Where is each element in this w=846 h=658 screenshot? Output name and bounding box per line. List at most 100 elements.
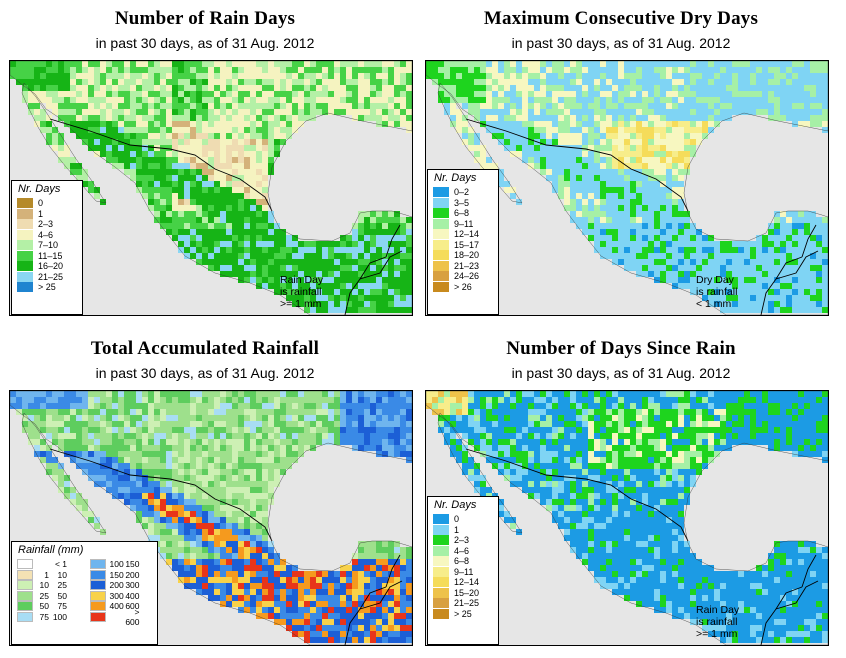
legend-item: < 1 [12,559,85,570]
panel-title: Number of Days Since Rain [506,338,736,359]
legend-label: 16–20 [38,261,64,272]
legend-range-low: 50 [39,601,49,612]
panel-rain-days: Number of Rain Days in past 30 days, as … [0,0,413,320]
border-us-mexico [49,448,273,542]
legend: Rainfall (mm) < 1 1 10 10 25 25 50 50 75 75 100 10… [11,541,158,645]
data-grid [426,391,828,643]
legend-swatch [17,208,33,219]
legend-label: 4–6 [38,229,54,240]
legend-label: 6–8 [454,556,470,567]
legend-label: 12–14 [454,229,480,240]
panel-title: Total Accumulated Rainfall [90,338,320,359]
legend-range-high: 600 [125,601,140,612]
legend-range-high: 10 [57,569,67,580]
legend-item: 18–20 [428,250,498,261]
legend-label: 21–25 [38,271,64,282]
legend-swatch [17,559,33,570]
legend-title: Nr. Days [18,183,61,195]
legend-label: 0 [38,198,44,209]
legend-swatch [433,229,449,240]
legend-item: 1 [428,524,498,536]
border-us-mexico [465,118,689,212]
panel-days-since-rain: Number of Days Since Rain in past 30 day… [416,330,829,650]
legend-item: 21–25 [428,598,498,609]
legend-item: 2–3 [12,219,82,230]
border-belize [359,586,387,610]
legend-swatch [17,219,33,230]
legend-swatch [17,198,33,209]
border-us-mexico [465,448,689,542]
note-line: is rainfall [696,286,738,298]
legend-swatch [17,261,33,272]
legend-title: Nr. Days [434,172,477,184]
data-grid [10,391,412,643]
note-line: Dry Day [696,274,734,286]
legend-range-high: 300 [125,580,140,591]
legend-swatch [89,569,106,580]
legend-label: 21–23 [454,260,480,271]
legend-swatch [433,556,449,567]
legend-swatch [433,566,449,577]
legend-swatch [433,271,449,282]
legend-label: 6–8 [454,208,470,219]
map-note: Rain Day is rainfall >= 1 mm [696,604,739,640]
legend-label: 18–20 [454,250,480,261]
legend-label: 0–2 [454,187,470,198]
map-canvas [10,61,412,315]
legend-label: 15–20 [454,587,480,598]
legend-range-high: 400 [125,590,140,601]
legend-item: > 26 [428,281,498,293]
coastline-baja [437,412,523,534]
legend-range-low: 1 [44,569,49,580]
legend-range-low: 10 [39,580,49,591]
legend-item: 75 100 [12,611,85,623]
legend-swatch [17,611,33,622]
legend-item: 1 10 [12,569,85,581]
legend-swatch [17,240,33,251]
map-max-dry-days: Nr. Days 0–2 3–5 6–8 9–11 12–14 15–17 18–20 21–… [425,60,829,316]
legend-swatch [17,569,33,580]
legend-range-high: > 600 [125,606,140,627]
legend-swatch [433,608,449,619]
border-us-mexico [49,118,273,212]
legend-swatch [433,587,449,598]
legend-items: 0–2 3–5 6–8 9–11 12–14 15–17 18–20 21–23 24–26 > … [428,187,498,292]
map-rain-days: Nr. Days 0 1 2–3 4–6 7–10 11–15 16–20 21–25 > 25… [9,60,413,316]
legend-range-low: 400 [109,601,124,612]
note-line: >= 1 mm [280,298,322,310]
legend-range-high: 100 [52,611,67,622]
legend-item: 300 400 [85,590,158,602]
legend-range-high: 75 [57,601,67,612]
legend-label: 1 [454,524,460,535]
map-note: Dry Day is rainfall < 1 mm [696,274,737,310]
coastline-mainland [426,391,828,645]
legend-range-low: 25 [39,590,49,601]
legend-title: Nr. Days [434,499,477,511]
border-belize [775,256,803,280]
border-guatemala [760,580,819,645]
legend-label: 0 [454,514,460,525]
border-belize [775,586,803,610]
legend-label: 15–17 [454,239,480,250]
legend-item: 21–25 [12,271,82,283]
legend: Nr. Days 0–2 3–5 6–8 9–11 12–14 15–17 18–20 21–… [427,169,499,315]
legend-swatch [433,187,449,198]
legend-label: 3–5 [454,197,470,208]
legend-items: 0 1 2–3 4–6 7–10 11–15 16–20 21–25 > 25 [12,198,82,293]
legend-item: 15–20 [428,587,498,599]
legend-label: 4–6 [454,545,470,556]
legend-swatch [89,611,106,622]
legend-item: 21–23 [428,260,498,272]
border-belize-coast [801,554,817,588]
legend-item: 12–14 [428,577,498,588]
legend-label: 2–3 [38,219,54,230]
border-guatemala [344,250,403,315]
note-line: Rain Day [280,274,324,286]
legend-item: 6–8 [428,208,498,219]
panel-title: Maximum Consecutive Dry Days [483,8,759,29]
legend-swatch [17,271,33,282]
legend-column-left: < 1 1 10 10 25 25 50 50 75 75 100 [12,559,85,622]
legend-label: 12–14 [454,577,480,588]
legend-swatch [17,282,33,293]
legend-item: 9–11 [428,566,498,578]
